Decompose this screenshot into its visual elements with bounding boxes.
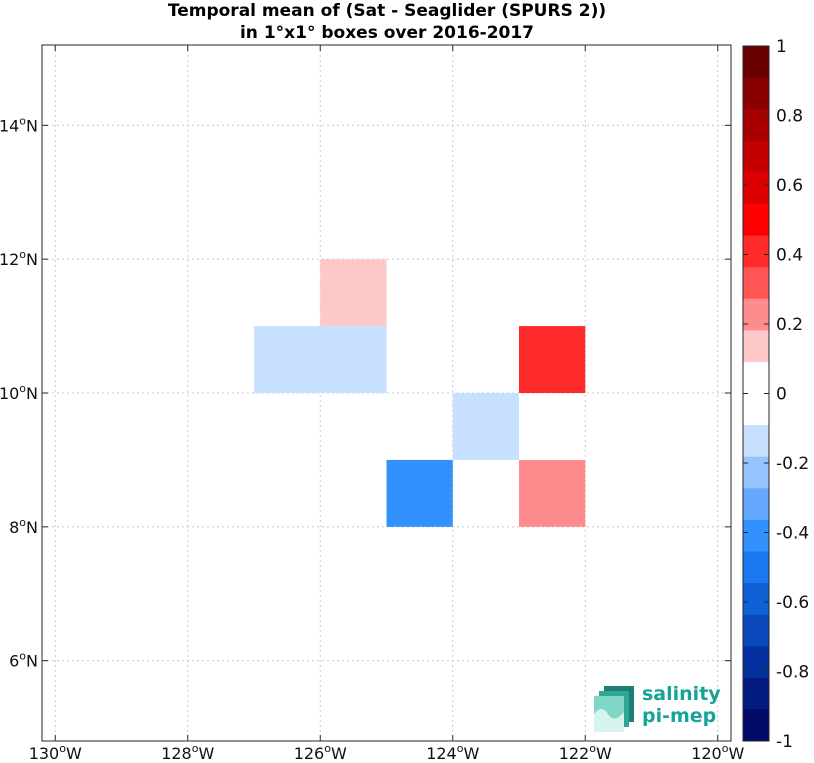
colorbar-tick-label-4: 0.2 xyxy=(776,315,803,335)
colorbar-segment-15 xyxy=(743,519,769,552)
colorbar-segment-7 xyxy=(743,267,769,300)
logo-icon xyxy=(594,686,634,732)
x-tick-label-2: 126oW xyxy=(294,742,347,763)
colorbar-tick-label-5: 0 xyxy=(776,385,787,405)
data-cell-6 xyxy=(519,459,586,527)
colorbar: 1 0.8 0.6 0.4 0.2 0 -0.2 -0.4 -0.6 -0.8 -1 xyxy=(742,37,809,752)
chart-title-line-2: in 1°x1° boxes over 2016-2017 xyxy=(239,23,535,43)
colorbar-tick-label-7: -0.4 xyxy=(776,524,809,544)
y-tick-label-2: 10oN xyxy=(0,382,38,403)
colorbar-segment-10 xyxy=(743,361,769,394)
x-tick-label-4: 122oW xyxy=(559,742,612,763)
colorbar-segment-20 xyxy=(743,677,769,710)
x-tick-label-1: 128oW xyxy=(161,742,214,763)
logo-text-salinity: salinity xyxy=(642,683,721,705)
colorbar-segment-6 xyxy=(743,235,769,268)
y-tick-label-1: 8oN xyxy=(9,516,38,537)
colorbar-segment-5 xyxy=(743,203,769,237)
colorbar-tick-label-2: 0.6 xyxy=(776,176,803,196)
colorbar-tick-label-10: -1 xyxy=(776,732,793,752)
data-cell-2 xyxy=(320,326,387,393)
colorbar-segment-4 xyxy=(743,172,769,205)
colorbar-segment-17 xyxy=(743,583,769,616)
data-cell-0 xyxy=(320,259,387,327)
chart-title-line-1: Temporal mean of (Sat - Seaglider (SPURS… xyxy=(167,1,607,21)
colorbar-segment-21 xyxy=(743,709,769,742)
colorbar-tick-label-0: 1 xyxy=(776,37,787,57)
x-tick-label-3: 124oW xyxy=(426,742,479,763)
colorbar-segment-11 xyxy=(743,393,769,426)
y-tick-label-0: 6oN xyxy=(9,650,38,671)
chart-title: Temporal mean of (Sat - Seaglider (SPURS… xyxy=(42,0,732,44)
colorbar-segment-1 xyxy=(743,77,769,110)
data-cell-5 xyxy=(386,459,453,527)
colorbar-segment-12 xyxy=(743,425,769,458)
colorbar-tick-label-3: 0.4 xyxy=(776,246,803,266)
logo-text-pi-mep: pi-mep xyxy=(642,705,717,727)
axis-ticks: 130oW 128oW 126oW 124oW 122oW 120oW 6oN 8oN 10oN… xyxy=(0,45,744,763)
colorbar-segment-3 xyxy=(743,140,769,173)
colorbar-tick-label-6: -0.2 xyxy=(776,454,809,474)
colorbar-tick-label-8: -0.6 xyxy=(776,593,809,613)
colorbar-segment-9 xyxy=(743,330,769,363)
colorbar-segment-0 xyxy=(743,46,769,79)
colorbar-segment-14 xyxy=(743,488,769,521)
grid-lines xyxy=(42,45,731,741)
colorbar-tick-label-9: -0.8 xyxy=(776,663,809,683)
y-tick-label-4: 14oN xyxy=(0,114,38,135)
colorbar-segment-18 xyxy=(743,614,769,647)
x-tick-label-0: 130oW xyxy=(29,742,82,763)
data-cell-1 xyxy=(254,326,321,393)
colorbar-segment-16 xyxy=(743,551,769,584)
colorbar-segment-2 xyxy=(743,109,769,142)
colorbar-segment-8 xyxy=(743,298,769,331)
data-cell-4 xyxy=(452,393,519,460)
data-cells xyxy=(254,259,586,527)
colorbar-tick-label-1: 0.8 xyxy=(776,107,803,127)
colorbar-segment-19 xyxy=(743,646,769,679)
data-cell-3 xyxy=(519,326,586,393)
y-tick-label-3: 12oN xyxy=(0,248,38,269)
salinity-pi-mep-logo: salinity pi-mep xyxy=(594,684,724,732)
x-tick-label-5: 120oW xyxy=(691,742,744,763)
colorbar-segment-13 xyxy=(743,456,769,489)
